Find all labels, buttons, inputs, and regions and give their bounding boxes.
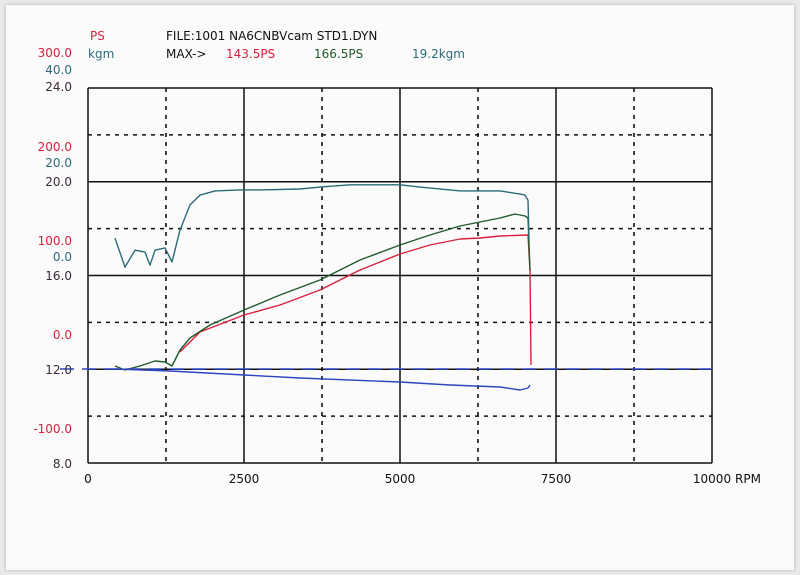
kgm-tick-label: 0.0: [53, 250, 72, 264]
series-loss-blue: [114, 368, 531, 391]
aux-tick-label: 24.0: [45, 80, 72, 94]
series-power-red: [179, 234, 532, 366]
x-axis-title: RPM: [735, 472, 761, 486]
series-power-green: [114, 213, 531, 371]
kgm-tick-label: 20.0: [45, 156, 72, 170]
aux-tick-label: 12.0: [45, 363, 72, 377]
ps-unit-label: PS: [90, 29, 105, 43]
kgm-unit-label: kgm: [88, 47, 114, 61]
file-name: FILE:1001 NA6CNBVcam STD1.DYN: [166, 29, 377, 43]
x-tick-label: 0: [84, 472, 92, 486]
aux-tick-label: 8.0: [53, 457, 72, 471]
max-label: MAX->: [166, 47, 207, 61]
aux-tick-label: 16.0: [45, 269, 72, 283]
series-group: [60, 184, 712, 391]
ps-tick-label: 0.0: [53, 328, 72, 342]
aux-tick-label: 20.0: [45, 175, 72, 189]
x-tick-label: 10000: [693, 472, 731, 486]
x-tick-label: 5000: [385, 472, 416, 486]
series-torque-teal: [114, 184, 530, 268]
x-tick-label: 7500: [541, 472, 572, 486]
ps-tick-label: 300.0: [38, 46, 72, 60]
kgm-tick-label: 40.0: [45, 63, 72, 77]
max-kgm: 19.2kgm: [412, 47, 465, 61]
ps-tick-label: -100.0: [33, 422, 72, 436]
ps-tick-label: 100.0: [38, 234, 72, 248]
max-ps-green: 166.5PS: [314, 47, 363, 61]
labels: PS kgm FILE:1001 NA6CNBVcam STD1.DYN MAX…: [33, 29, 761, 486]
x-tick-label: 2500: [229, 472, 260, 486]
grid: [87, 87, 713, 464]
ps-tick-label: 200.0: [38, 140, 72, 154]
max-ps-red: 143.5PS: [226, 47, 275, 61]
